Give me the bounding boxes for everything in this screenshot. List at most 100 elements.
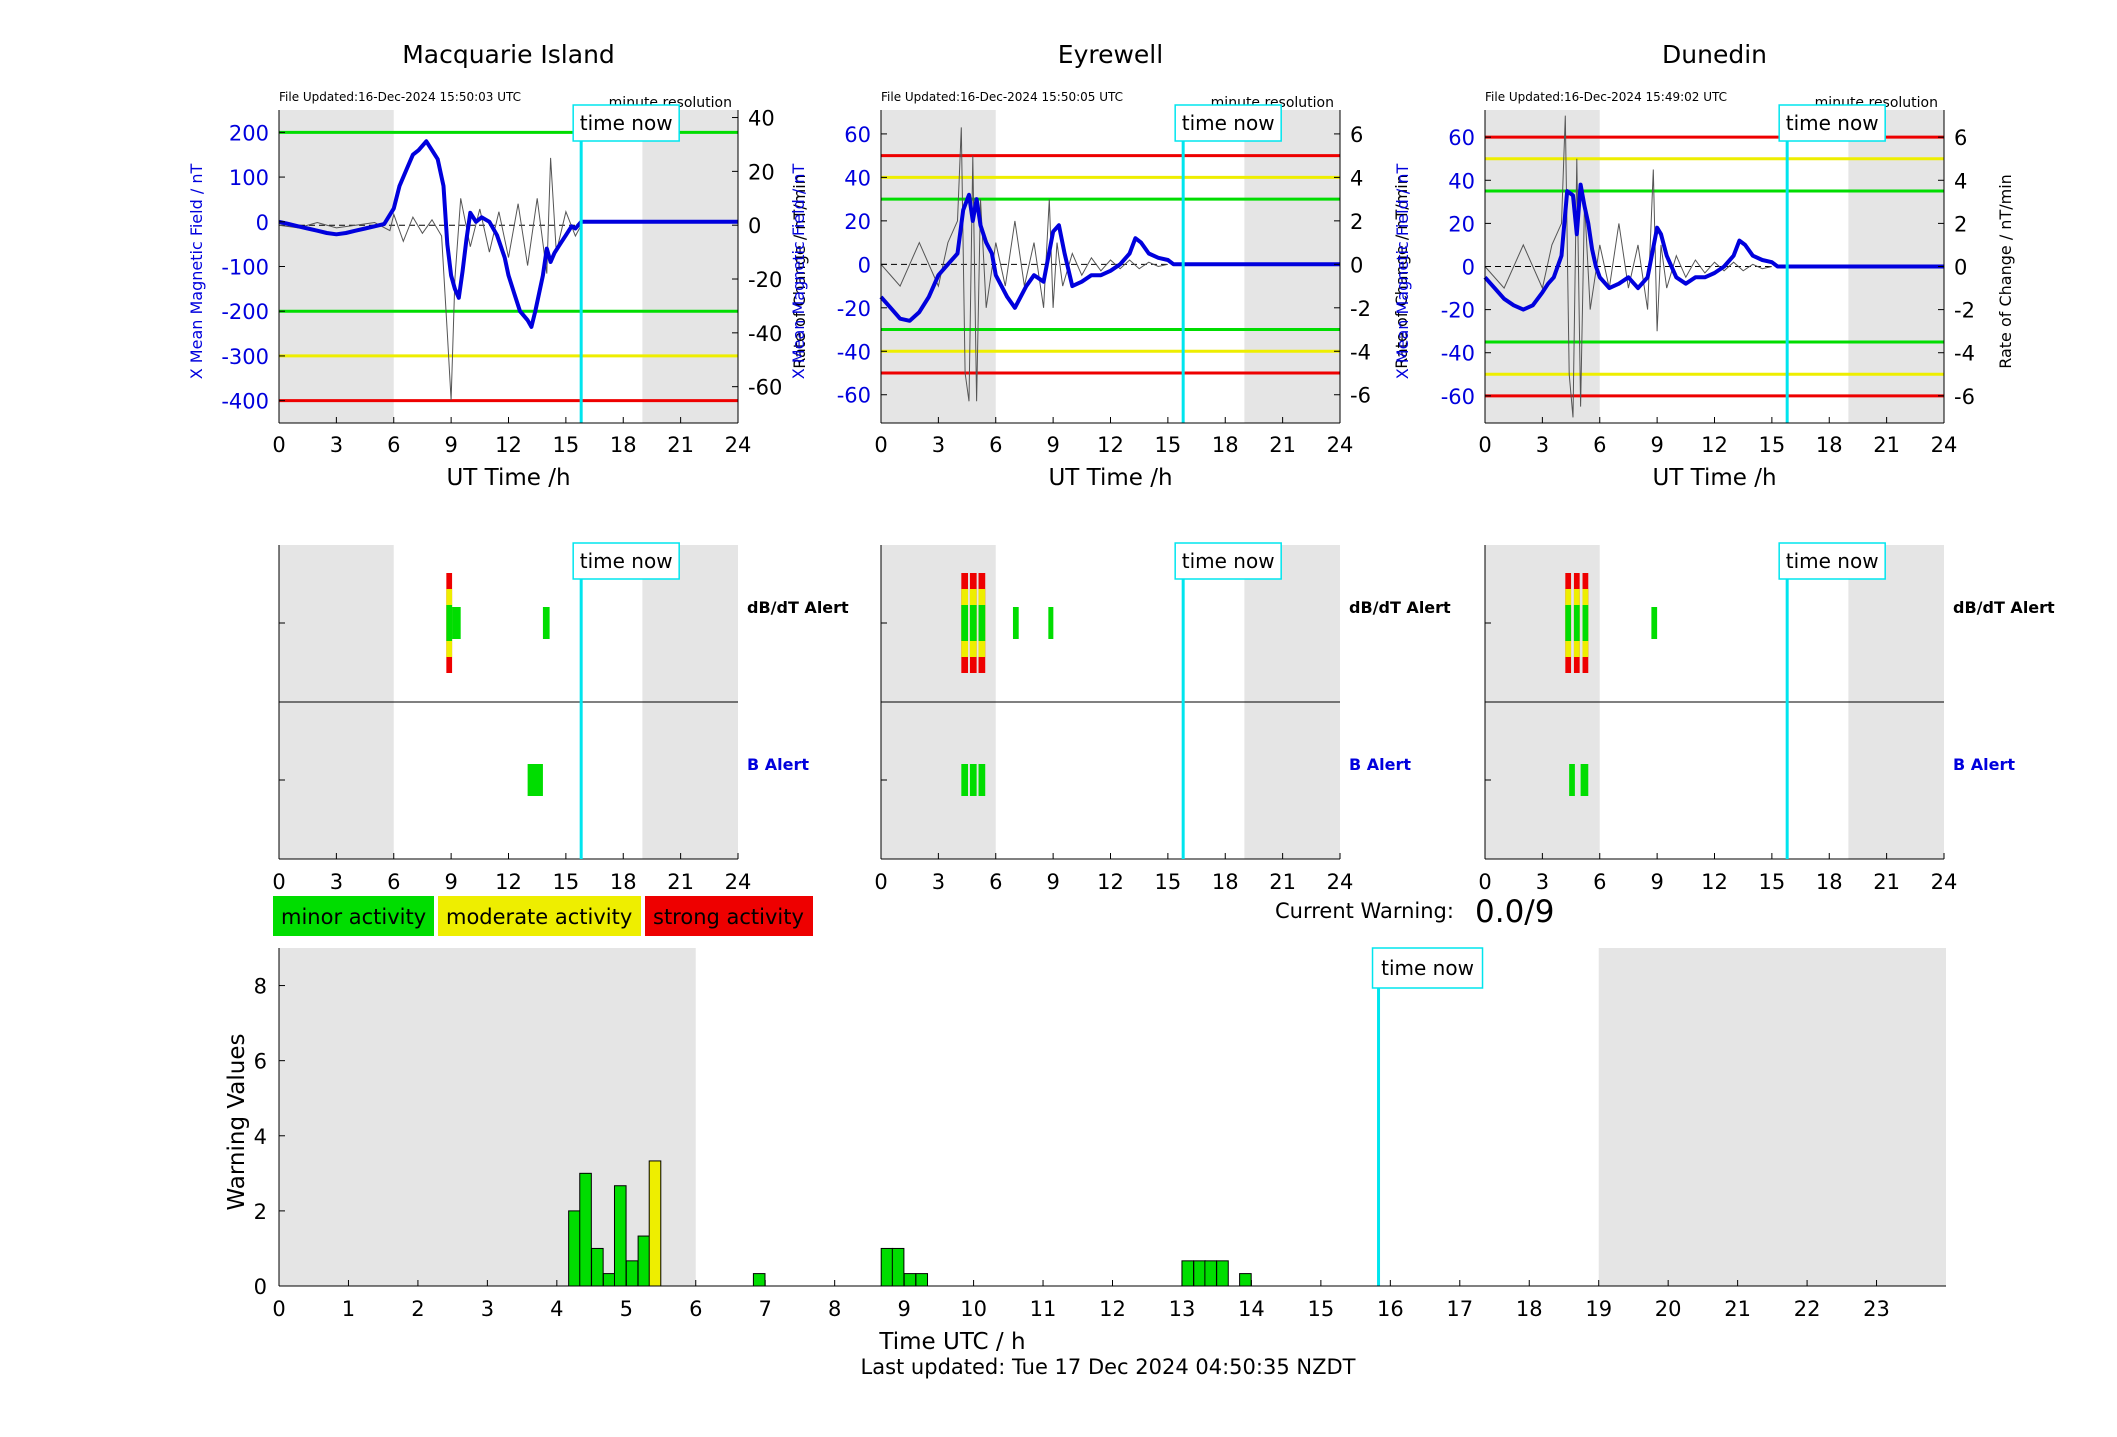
x-tick-label: 0 — [272, 870, 285, 894]
x-tick-label: 4 — [550, 1297, 563, 1321]
right-tick-label: 40 — [748, 107, 775, 131]
current-warning-label: Current Warning: — [1275, 899, 1454, 923]
dbdt-alert-bar — [1565, 605, 1572, 641]
dbdt-alert-bar — [969, 605, 977, 641]
x-tick-label: 15 — [553, 433, 580, 457]
x-tick-label: 0 — [874, 870, 887, 894]
current-warning: Current Warning: 0.0/9 — [1275, 894, 1554, 930]
left-tick-label: -40 — [837, 340, 871, 364]
b-alert-bar — [969, 764, 977, 796]
b-alert-label: B Alert — [1953, 755, 2015, 774]
x-tick-label: 6 — [989, 433, 1002, 457]
x-axis-label: UT Time /h — [1048, 465, 1172, 491]
dbdt-alert-label: dB/dT Alert — [747, 598, 849, 617]
x-tick-label: 21 — [1269, 870, 1296, 894]
warning-bar — [903, 1273, 917, 1287]
left-tick-label: -20 — [1441, 299, 1475, 323]
x-tick-label: 18 — [1816, 870, 1843, 894]
x-tick-label: 6 — [1593, 433, 1606, 457]
x-tick-label: 24 — [1327, 870, 1354, 894]
x-tick-label: 9 — [1046, 433, 1059, 457]
right-tick-label: -2 — [1350, 297, 1371, 321]
x-tick-label: 23 — [1863, 1297, 1890, 1321]
rate-of-change-line — [880, 127, 1169, 402]
left-tick-label: -40 — [1441, 342, 1475, 366]
x-tick-label: 21 — [1269, 433, 1296, 457]
x-tick-label: 24 — [725, 870, 752, 894]
warning-bar — [579, 1172, 592, 1287]
dbdt-alert-label: dB/dT Alert — [1349, 598, 1451, 617]
x-tick-label: 18 — [1816, 433, 1843, 457]
activity-legend: minor activity moderate activity strong ac… — [273, 896, 813, 936]
x-tick-label: 24 — [725, 433, 752, 457]
warning-bar — [1216, 1260, 1229, 1287]
legend-label: strong activity — [653, 905, 804, 929]
right-tick-label: 2 — [1954, 212, 1967, 236]
left-tick-label: 0 — [1462, 256, 1475, 280]
alert-panel-2: time now dB/dT Alert B Alert 0 3 6 9 12 15 18 21 24 — [1478, 542, 2055, 894]
x-tick-label: 3 — [1536, 433, 1549, 457]
left-tick-label: -20 — [837, 297, 871, 321]
warning-bar — [602, 1273, 616, 1287]
x-tick-label: 3 — [932, 870, 945, 894]
x-tick-label: 8 — [828, 1297, 841, 1321]
right-tick-label: 6 — [1954, 126, 1967, 150]
right-tick-label: 20 — [748, 160, 775, 184]
right-tick-label: 6 — [1350, 123, 1363, 147]
time-now-box — [1778, 542, 1886, 580]
x-tick-label: 9 — [1650, 870, 1663, 894]
x-tick-label: 3 — [481, 1297, 494, 1321]
x-tick-label: 6 — [387, 870, 400, 894]
x-tick-label: 0 — [272, 1297, 285, 1321]
right-axis-label: Rate of Change / nT/min — [1392, 174, 1411, 369]
right-tick-label: 0 — [1350, 253, 1363, 277]
left-axis-label: X Mean Magnetic Field / nT — [1393, 164, 1412, 380]
warning-bar — [1193, 1260, 1206, 1287]
warning-bar — [1181, 1260, 1195, 1287]
warning-bar — [648, 1160, 662, 1287]
legend-swatch — [438, 896, 641, 936]
right-tick-label: 0 — [1954, 256, 1967, 280]
dbdt-alert-bar — [961, 605, 969, 641]
station-panel-0: Macquarie Island File Updated:16-Dec-2024… — [187, 40, 809, 491]
time-now-label: time now — [580, 111, 673, 135]
x-tick-label: 12 — [1097, 433, 1124, 457]
x-tick-label: 15 — [1155, 433, 1182, 457]
left-tick-label: 200 — [229, 121, 269, 145]
x-tick-label: 12 — [1701, 433, 1728, 457]
right-axis-label: Rate of Change / nT/min — [1996, 174, 2015, 369]
left-tick-label: 0 — [858, 253, 871, 277]
dbdt-alert-bar — [452, 607, 461, 639]
station-panels: Macquarie Island File Updated:16-Dec-2024… — [187, 40, 2015, 491]
x-tick-label: 12 — [495, 433, 522, 457]
file-updated-text: File Updated:16-Dec-2024 15:50:03 UTC — [279, 90, 521, 104]
last-updated: Last updated: Tue 17 Dec 2024 04:50:35 N… — [861, 1355, 1356, 1379]
left-tick-label: 100 — [229, 166, 269, 190]
x-tick-label: 9 — [897, 1297, 910, 1321]
x-tick-label: 5 — [620, 1297, 633, 1321]
x-tick-label: 0 — [1478, 870, 1491, 894]
x-tick-label: 6 — [1593, 870, 1606, 894]
dbdt-alert-bar — [1012, 607, 1019, 639]
right-tick-label: -4 — [1954, 342, 1975, 366]
x-tick-label: 15 — [553, 870, 580, 894]
warning-bar — [1239, 1273, 1252, 1287]
warning-bar — [568, 1210, 581, 1287]
x-tick-label: 18 — [610, 870, 637, 894]
right-tick-label: -2 — [1954, 299, 1975, 323]
left-axis-label: X Mean Magnetic Field / nT — [789, 164, 808, 380]
station-panel-2: Dunedin File Updated:16-Dec-2024 15:49:02… — [1393, 40, 2015, 491]
x-mean-field-line — [1483, 182, 1944, 312]
b-alert-label: B Alert — [747, 755, 809, 774]
y-tick-label: 8 — [254, 975, 267, 999]
warning-bar — [613, 1185, 627, 1287]
dbdt-alert-bar — [1582, 605, 1589, 641]
x-tick-label: 3 — [1536, 870, 1549, 894]
x-tick-label: 12 — [1099, 1297, 1126, 1321]
alert-panels: time now dB/dT Alert B Alert 0 3 6 9 12 15 18 21 24… — [272, 542, 2055, 894]
warning-bar — [752, 1273, 766, 1287]
time-now-box — [572, 542, 680, 580]
x-tick-label: 12 — [495, 870, 522, 894]
x-tick-label: 3 — [330, 433, 343, 457]
